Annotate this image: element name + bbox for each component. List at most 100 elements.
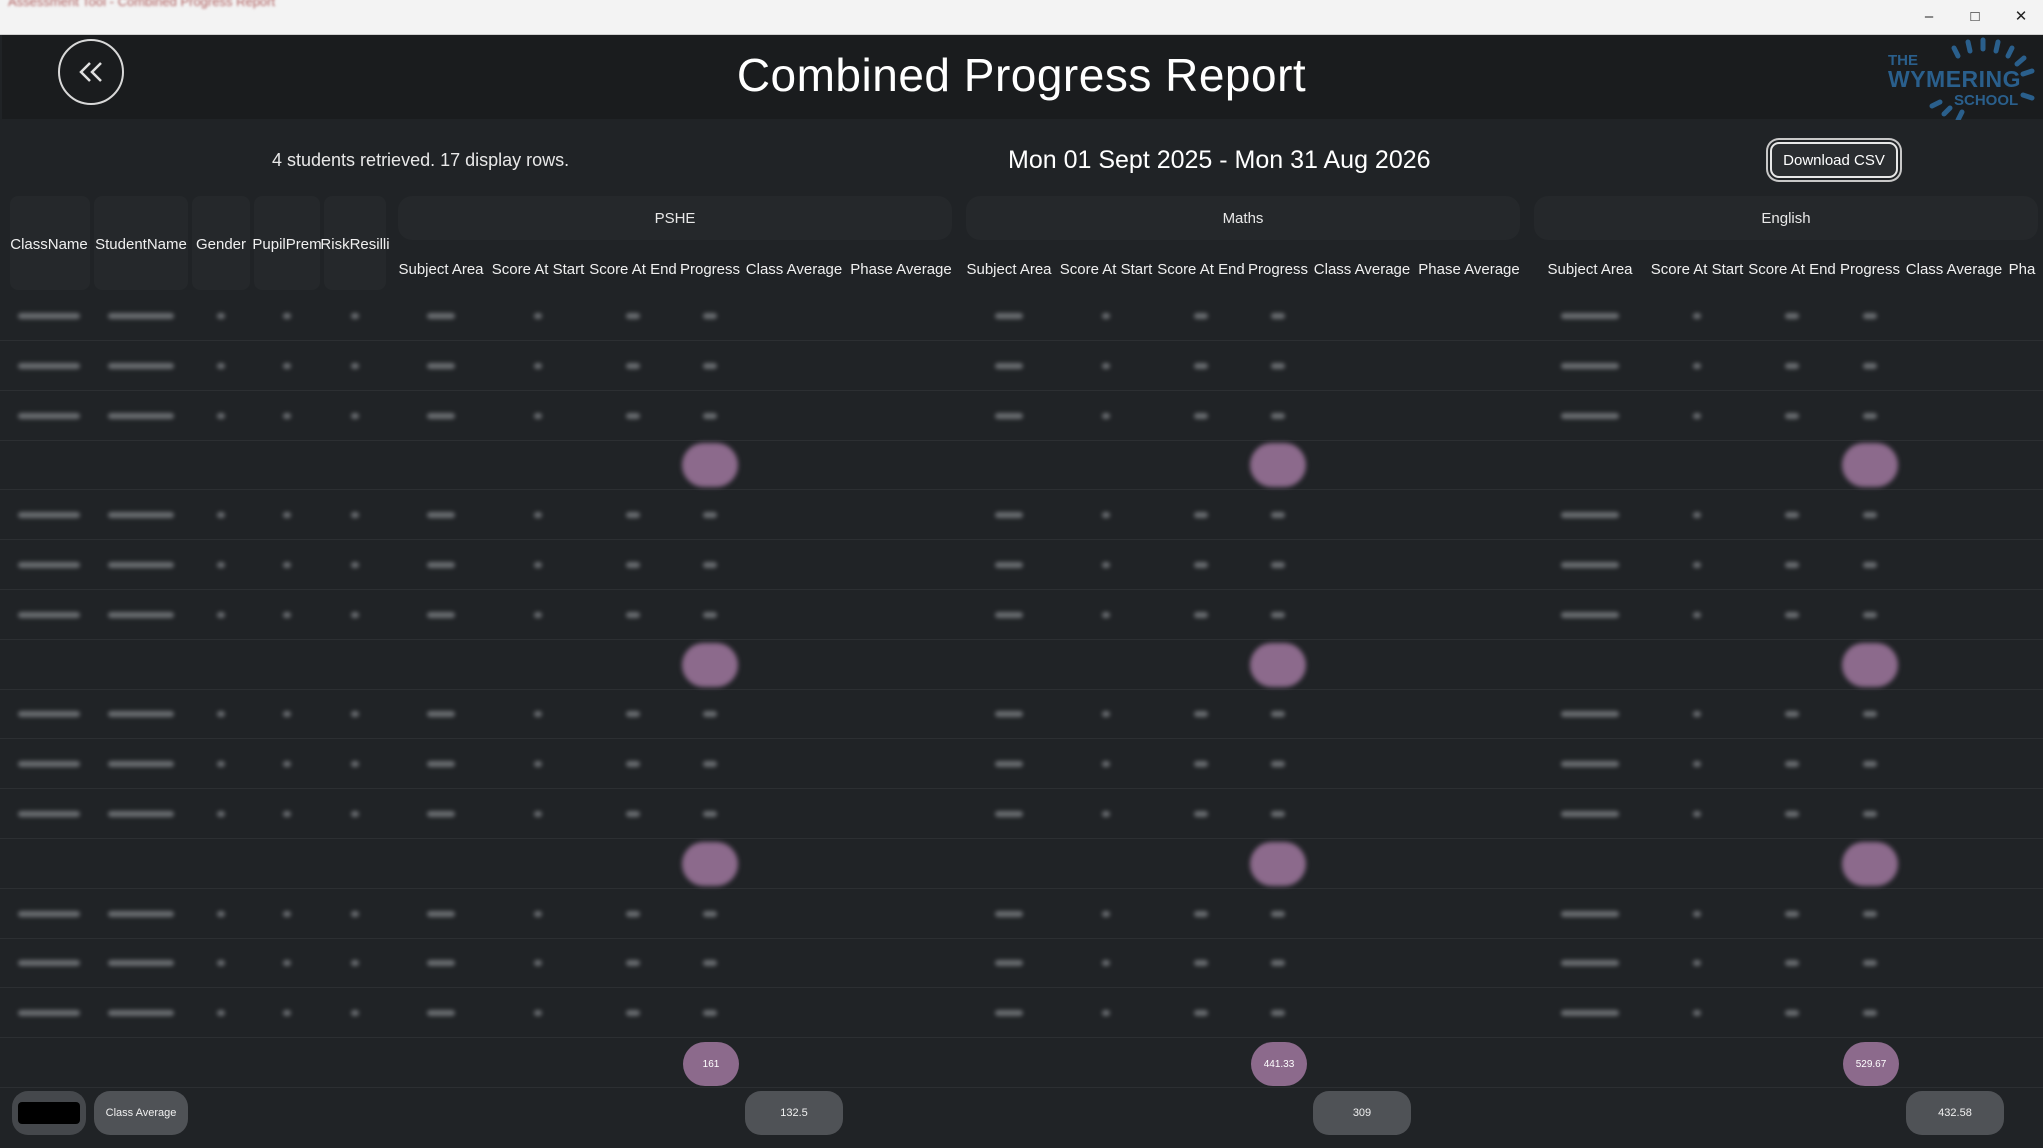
- column-header-gender[interactable]: Gender: [195, 236, 247, 253]
- column-header-class-average[interactable]: Class Average: [745, 261, 843, 278]
- obscured-cell: [18, 1010, 80, 1017]
- obscured-cell: [283, 811, 291, 817]
- obscured-cell: [1863, 412, 1877, 419]
- column-header-subject-area[interactable]: Subject Area: [966, 261, 1052, 278]
- obscured-cell: [1693, 811, 1701, 817]
- row-separator: [0, 987, 2043, 989]
- obscured-cell: [217, 313, 225, 319]
- obscured-cell: [626, 761, 640, 768]
- column-header-classname[interactable]: ClassName: [10, 236, 88, 253]
- obscured-cell: [995, 1010, 1023, 1017]
- column-header-phase-average[interactable]: Phase Average: [850, 261, 952, 278]
- obscured-cell: [1693, 761, 1701, 768]
- obscured-cell: [1863, 512, 1877, 519]
- obscured-cell: [534, 562, 542, 568]
- column-header-score-at-end[interactable]: Score At End: [589, 261, 677, 278]
- obscured-cell: [18, 811, 80, 817]
- column-header-phase-average[interactable]: Phase Average: [1418, 261, 1520, 278]
- obscured-cell: [1271, 313, 1285, 319]
- column-header-score-at-start[interactable]: Score At Start: [1059, 261, 1153, 278]
- obscured-cell: [1194, 362, 1208, 369]
- obscured-cell: [1785, 412, 1799, 419]
- obscured-cell: [1561, 811, 1619, 817]
- obscured-cell: [1561, 711, 1619, 718]
- download-csv-button[interactable]: Download CSV: [1770, 142, 1898, 178]
- obscured-cell: [18, 362, 80, 369]
- status-text: 4 students retrieved. 17 display rows.: [272, 150, 570, 170]
- obscured-cell: [703, 960, 717, 967]
- obscured-cell: [108, 960, 174, 967]
- obscured-cell: [351, 960, 359, 967]
- obscured-cell: [427, 960, 455, 967]
- obscured-cell: [283, 711, 291, 718]
- obscured-cell: [995, 960, 1023, 967]
- obscured-cell: [626, 412, 640, 419]
- obscured-cell: [283, 611, 291, 618]
- obscured-cell: [108, 611, 174, 618]
- obscured-cell: [995, 512, 1023, 519]
- obscured-cell: [1271, 412, 1285, 419]
- column-header-class-average[interactable]: Class Average: [1905, 261, 2003, 278]
- header-cell-bg: [94, 196, 188, 290]
- back-button[interactable]: [58, 39, 124, 105]
- column-header-studentname[interactable]: StudentName: [95, 236, 187, 253]
- close-icon[interactable]: ✕: [2014, 8, 2028, 25]
- obscured-cell: [703, 562, 717, 568]
- obscured-cell: [217, 512, 225, 519]
- column-header-progress[interactable]: Progress: [1247, 261, 1309, 278]
- row-separator: [0, 539, 2043, 541]
- maximize-icon[interactable]: □: [1970, 8, 1980, 25]
- date-range: Mon 01 Sept 2025 - Mon 31 Aug 2026: [1008, 146, 1431, 174]
- obscured-cell: [1863, 362, 1877, 369]
- obscured-cell: [351, 512, 359, 519]
- row-separator: [0, 439, 2043, 441]
- column-header-subject-area[interactable]: Subject Area: [398, 261, 484, 278]
- column-header-progress[interactable]: Progress: [1839, 261, 1901, 278]
- obscured-cell: [351, 313, 359, 319]
- column-header-progress[interactable]: Progress: [679, 261, 741, 278]
- obscured-cell: [1693, 910, 1701, 917]
- obscured-cell: [1785, 811, 1799, 817]
- column-header-score-at-start[interactable]: Score At Start: [491, 261, 585, 278]
- obscured-cell: [1271, 910, 1285, 917]
- column-header-score-at-start[interactable]: Score At Start: [1650, 261, 1744, 278]
- obscured-cell: [626, 960, 640, 967]
- student-progress-total: [1842, 443, 1898, 488]
- obscured-cell: [1693, 562, 1701, 568]
- colour-swatch-button[interactable]: [12, 1091, 86, 1135]
- logo-text-school: SCHOOL: [1954, 92, 2019, 109]
- obscured-cell: [534, 362, 542, 369]
- obscured-cell: [283, 960, 291, 967]
- report-header: [2, 35, 2043, 119]
- obscured-cell: [626, 711, 640, 718]
- obscured-cell: [1561, 611, 1619, 618]
- obscured-cell: [108, 512, 174, 519]
- obscured-cell: [427, 910, 455, 917]
- row-separator: [0, 389, 2043, 391]
- obscured-cell: [1863, 761, 1877, 768]
- column-header-riskresilli[interactable]: RiskResilli: [320, 236, 390, 253]
- obscured-cell: [1561, 313, 1619, 319]
- logo-text-the: THE: [1888, 52, 1918, 69]
- column-header-score-at-end[interactable]: Score At End: [1748, 261, 1836, 278]
- column-header-phase-average[interactable]: Pha: [2008, 261, 2036, 278]
- obscured-cell: [427, 761, 455, 768]
- student-progress-total: [1842, 642, 1898, 687]
- obscured-cell: [217, 960, 225, 967]
- column-header-score-at-end[interactable]: Score At End: [1157, 261, 1245, 278]
- subject-header-pshe: PSHE: [398, 196, 952, 240]
- obscured-cell: [1102, 412, 1110, 419]
- row-separator: [0, 340, 2043, 341]
- column-header-subject-area[interactable]: Subject Area: [1547, 261, 1633, 278]
- obscured-cell: [351, 910, 359, 917]
- column-header-class-average[interactable]: Class Average: [1313, 261, 1411, 278]
- obscured-cell: [283, 512, 291, 519]
- obscured-cell: [1271, 562, 1285, 568]
- obscured-cell: [1785, 362, 1799, 369]
- obscured-cell: [703, 412, 717, 419]
- obscured-cell: [703, 711, 717, 718]
- column-header-pupilprem[interactable]: PupilPrem: [252, 236, 322, 253]
- obscured-cell: [108, 910, 174, 917]
- minimize-icon[interactable]: –: [1924, 8, 1934, 25]
- obscured-cell: [1561, 512, 1619, 519]
